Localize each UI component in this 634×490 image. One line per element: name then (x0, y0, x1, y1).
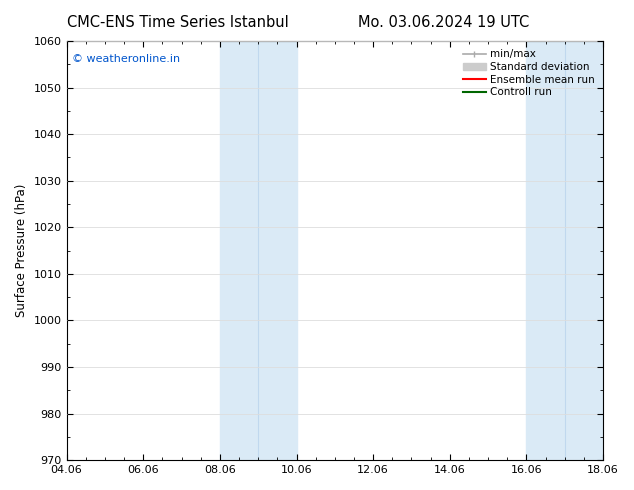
Bar (526, 41, 603, 460)
Text: CMC-ENS Time Series Istanbul: CMC-ENS Time Series Istanbul (67, 15, 288, 30)
Text: Mo. 03.06.2024 19 UTC: Mo. 03.06.2024 19 UTC (358, 15, 529, 30)
Y-axis label: Surface Pressure (hPa): Surface Pressure (hPa) (15, 184, 28, 318)
Text: © weatheronline.in: © weatheronline.in (72, 53, 180, 64)
Legend: min/max, Standard deviation, Ensemble mean run, Controll run: min/max, Standard deviation, Ensemble me… (460, 46, 598, 100)
Bar (220, 41, 297, 460)
